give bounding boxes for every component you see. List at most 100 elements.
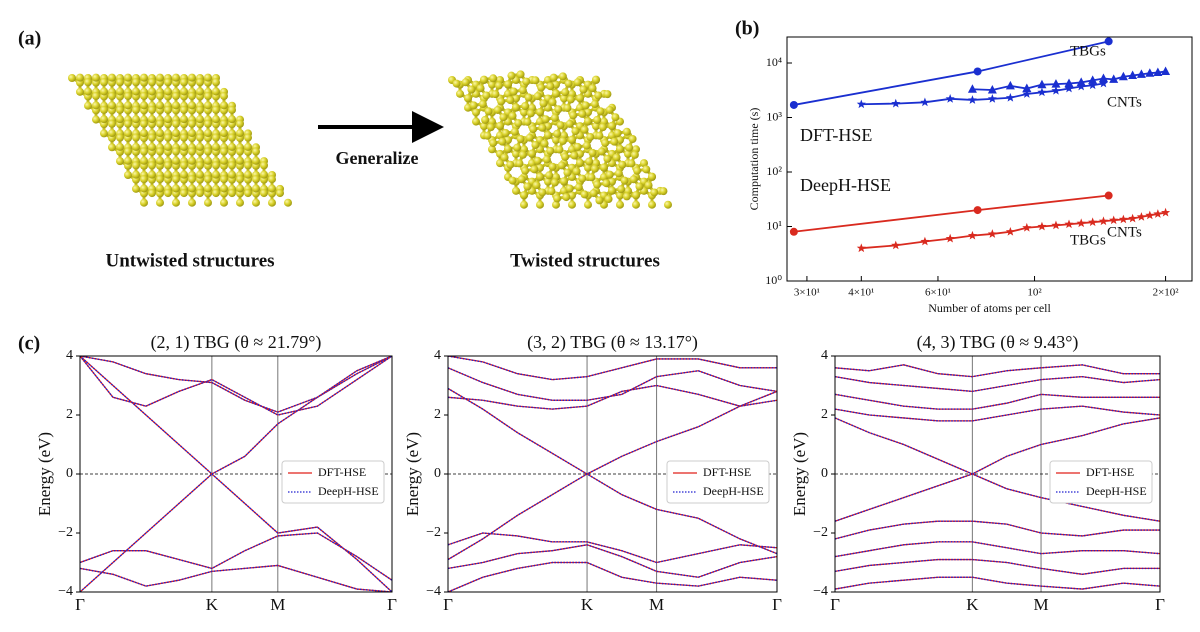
atom [553, 194, 562, 203]
atom [92, 73, 100, 82]
caption: Twisted structures [510, 250, 660, 271]
plot-frame [79, 355, 393, 593]
bands [80, 356, 392, 592]
y-tick-label: 2 [434, 407, 441, 422]
point [1005, 226, 1015, 236]
atom [124, 170, 132, 179]
band-line [835, 405, 1160, 422]
atom [593, 180, 602, 189]
point [987, 84, 997, 94]
atom [124, 156, 132, 165]
atom [180, 105, 188, 114]
atom [615, 144, 624, 153]
band-line [448, 387, 777, 475]
atom [613, 129, 622, 138]
atom [148, 142, 156, 151]
y-axis-label: Energy (eV) [403, 432, 422, 516]
atom [252, 175, 260, 184]
atom [593, 115, 602, 124]
panel-label: (a) [18, 28, 41, 50]
atom [506, 96, 515, 105]
atom [518, 150, 527, 159]
atom [188, 73, 196, 82]
atom [633, 166, 642, 175]
atom [252, 147, 260, 156]
atom [68, 74, 76, 82]
band-line [80, 532, 392, 581]
atom [642, 165, 651, 174]
atom [220, 198, 228, 207]
y-tick-label: 10¹ [766, 218, 782, 232]
atom [108, 101, 116, 110]
band-line [835, 576, 1160, 590]
atom [108, 92, 116, 101]
band-line [835, 375, 1160, 393]
atom [599, 163, 608, 172]
band-line [448, 356, 777, 381]
point [1076, 77, 1086, 86]
point [1098, 73, 1108, 82]
point [1088, 80, 1098, 90]
atom [204, 92, 212, 101]
point [1109, 215, 1119, 225]
atom [506, 160, 515, 169]
atom [575, 158, 584, 167]
atom [499, 113, 508, 122]
chart-title: (2, 1) TBG (θ ≈ 21.79°) [151, 332, 322, 353]
bands [448, 356, 777, 592]
atom [164, 189, 172, 198]
atom [212, 78, 220, 87]
band-line [80, 532, 392, 581]
atom [180, 189, 188, 198]
atom [180, 87, 188, 96]
atom [140, 147, 148, 156]
y-tick-label: −2 [58, 525, 73, 540]
x-tick-label: K [966, 595, 979, 614]
atom [548, 162, 557, 171]
atom [644, 181, 653, 190]
atom [483, 131, 492, 140]
y-tick-label: 0 [66, 466, 73, 481]
atom [616, 191, 624, 200]
atom [472, 108, 480, 117]
atom [220, 184, 228, 193]
atom [236, 156, 244, 165]
x-tick-label: Γ [1155, 595, 1165, 614]
point [1161, 207, 1171, 217]
atom [244, 189, 252, 198]
atom [510, 127, 519, 136]
point [1064, 78, 1074, 88]
atom [629, 175, 638, 184]
atom [550, 113, 559, 122]
atom [92, 92, 100, 101]
atom [456, 89, 464, 98]
atom [516, 134, 525, 143]
atom [108, 129, 116, 138]
x-tick-label: 10² [1027, 287, 1042, 299]
band-line [448, 367, 777, 401]
point [1088, 217, 1098, 227]
atom [521, 102, 530, 111]
point [1005, 80, 1015, 90]
atom [648, 200, 656, 209]
band-line [835, 558, 1160, 576]
atom [252, 184, 260, 193]
atom [512, 149, 520, 158]
x-tick-label: K [206, 595, 219, 614]
atom [148, 105, 156, 114]
atom [188, 184, 196, 193]
atom [632, 200, 640, 209]
atom [180, 161, 188, 170]
annotation: DeepH-HSE [800, 175, 891, 195]
atom [260, 161, 268, 170]
atom [212, 105, 220, 114]
atom [132, 161, 140, 170]
atom [220, 129, 228, 138]
atom [519, 191, 528, 200]
band-line [835, 541, 1160, 558]
atom [76, 87, 84, 96]
x-axis-label: Number of atoms per cell [928, 301, 1051, 315]
atom [622, 127, 631, 136]
panel-label: (c) [18, 333, 40, 355]
point [1118, 71, 1128, 81]
